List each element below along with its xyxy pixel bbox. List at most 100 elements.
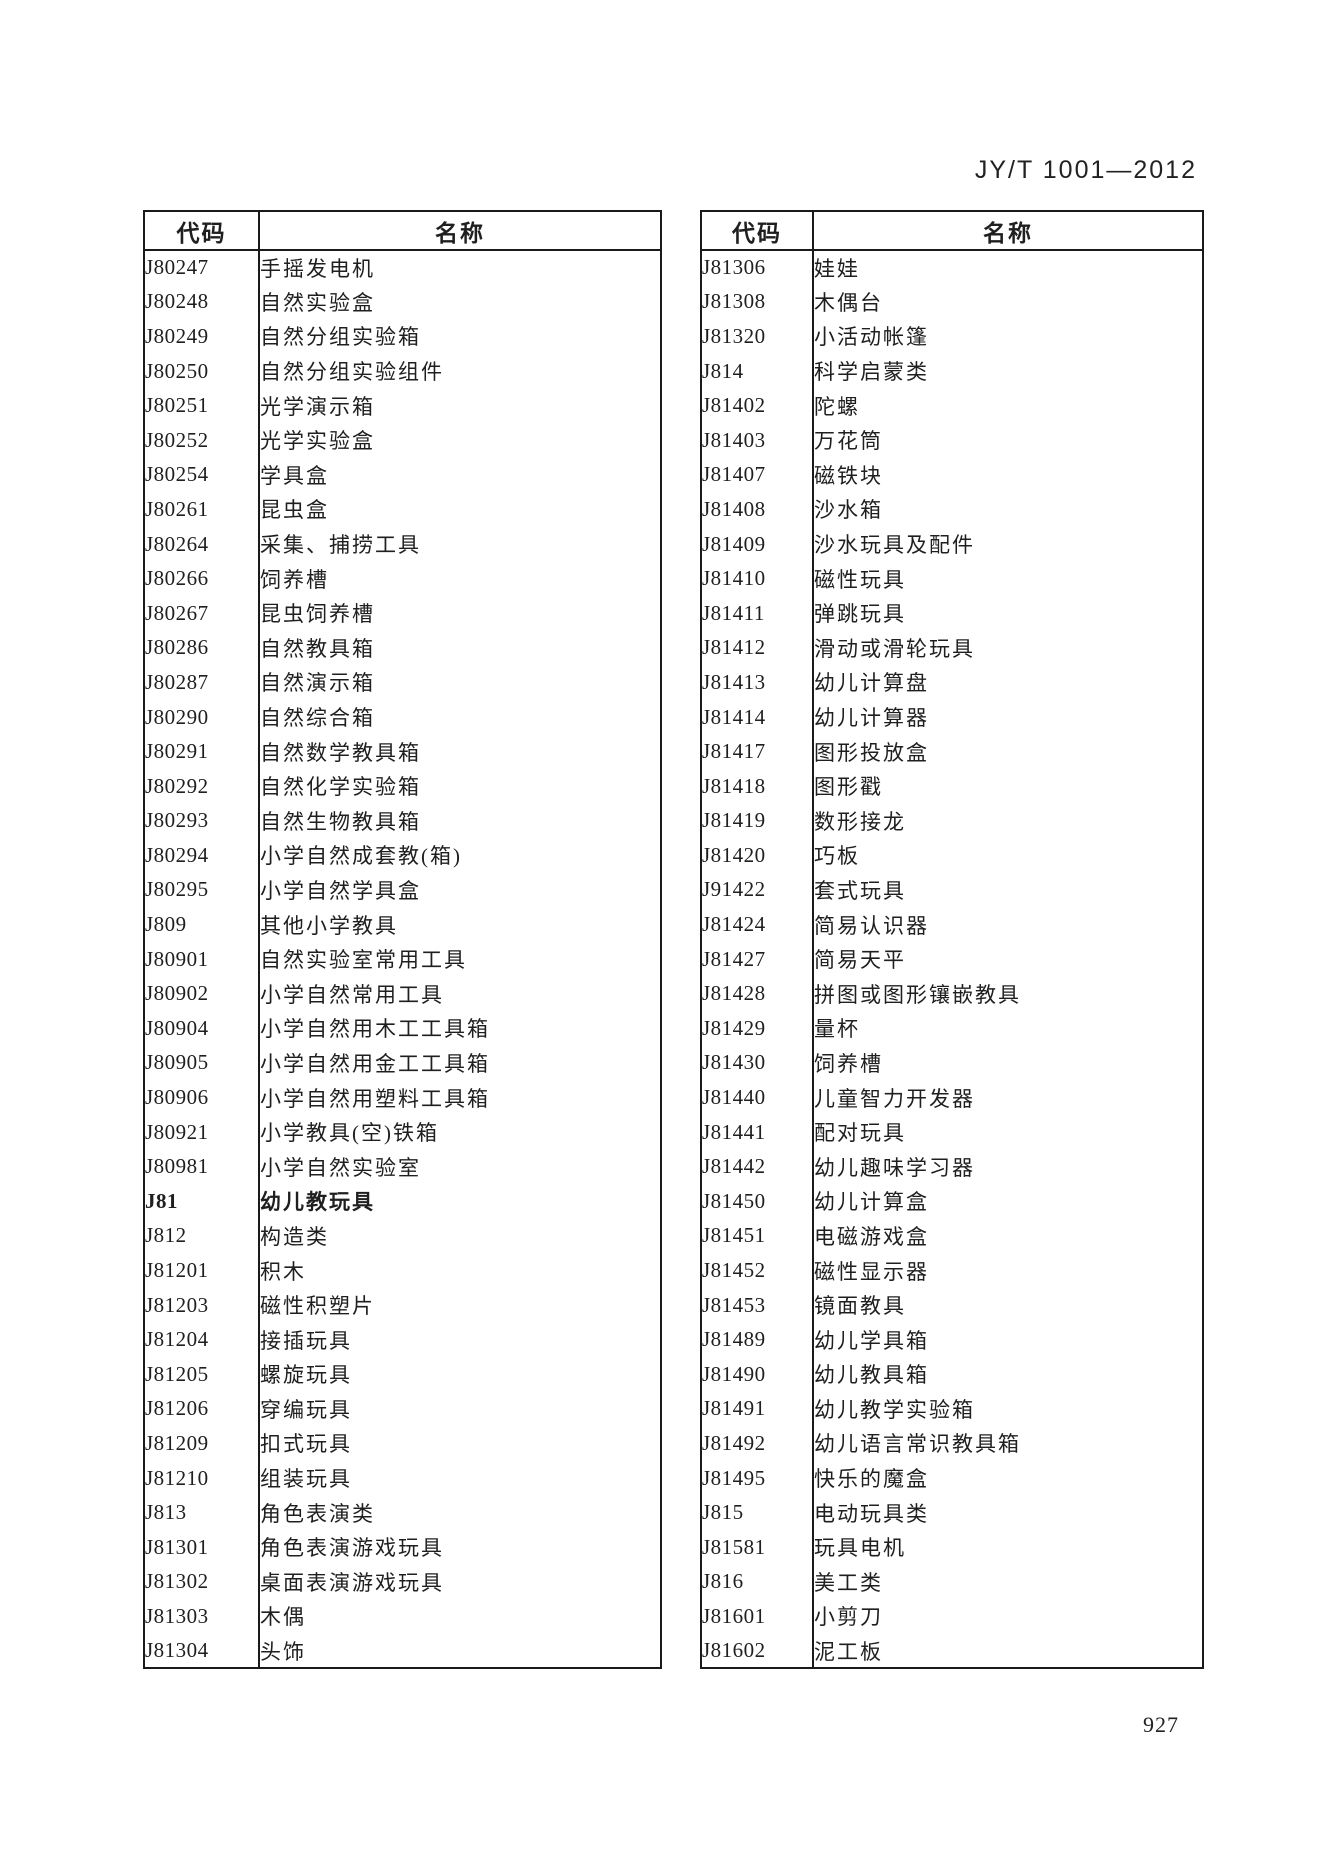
table-row: J816 美工类: [701, 1564, 1203, 1600]
table-row: J81492 幼儿语言常识教具箱: [701, 1426, 1203, 1461]
name-cell: 幼儿语言常识教具箱: [814, 1432, 1021, 1457]
code-cell: J81441: [701, 1114, 814, 1150]
table-row: J81427 简易天平: [701, 941, 1203, 977]
page-number: 927: [1143, 1712, 1179, 1737]
code-cell: J81489: [701, 1322, 814, 1357]
table-row: J81581 玩具电机: [701, 1529, 1203, 1565]
table-row: J81490 幼儿教具箱: [701, 1357, 1203, 1392]
table-row: J80906 小学自然用塑料工具箱: [144, 1080, 661, 1115]
code-cell: J80901: [144, 941, 260, 977]
code-cell: J81495: [701, 1460, 814, 1496]
name-cell: 拼图或图形镶嵌教具: [814, 982, 1021, 1007]
code-cell: J814: [701, 353, 814, 389]
table-row: J80252 光学实验盒: [144, 422, 661, 458]
table-row: J80921 小学教具(空)铁箱: [144, 1114, 661, 1150]
table-row: J81402 陀螺: [701, 388, 1203, 423]
code-cell: J81409: [701, 526, 814, 562]
code-cell: J81451: [701, 1218, 814, 1254]
table-row: J81453 镜面教具: [701, 1287, 1203, 1323]
table-row: J81209 扣式玩具: [144, 1426, 661, 1461]
name-cell: 幼儿教具箱: [814, 1363, 929, 1388]
table-row: J81320 小活动帐篷: [701, 319, 1203, 354]
code-cell: J80906: [144, 1080, 260, 1115]
table-row: J80901 自然实验室常用工具: [144, 941, 661, 977]
code-cell: J81304: [144, 1633, 260, 1669]
right-table-body: J81306 娃娃 J81308 木偶台 J81320 小活动帐篷 J814 科…: [701, 250, 1203, 1669]
code-cell: J81410: [701, 561, 814, 596]
name-cell: 万花筒: [814, 429, 883, 454]
table-row: J80249 自然分组实验箱: [144, 319, 661, 354]
table-row: J80264 采集、捕捞工具: [144, 526, 661, 562]
table-row: J81409 沙水玩具及配件: [701, 526, 1203, 562]
code-cell: J80904: [144, 1011, 260, 1046]
code-cell: J81420: [701, 838, 814, 873]
code-cell: J80264: [144, 526, 260, 562]
table-row: J80248 自然实验盒: [144, 284, 661, 320]
code-cell: J81303: [144, 1599, 260, 1634]
table-row: J81602 泥工板: [701, 1633, 1203, 1669]
name-cell: 幼儿教学实验箱: [814, 1397, 975, 1422]
code-cell: J80293: [144, 803, 260, 839]
right-code-table: 代码 名称 J81306 娃娃 J81308 木偶台 J81320 小活动帐篷 …: [700, 210, 1204, 1670]
table-row: J81418 图形戳: [701, 768, 1203, 804]
name-cell: 滑动或滑轮玩具: [814, 636, 975, 661]
code-cell: J81408: [701, 492, 814, 527]
code-cell: J81440: [701, 1080, 814, 1115]
name-cell: 数形接龙: [814, 809, 906, 834]
table-row: J81420 巧板: [701, 838, 1203, 873]
name-cell: 光学演示箱: [260, 394, 375, 419]
table-row: J80290 自然综合箱: [144, 699, 661, 735]
table-row: J80251 光学演示箱: [144, 388, 661, 423]
name-cell: 幼儿计算器: [814, 706, 929, 731]
table-row: J81203 磁性积塑片: [144, 1287, 661, 1323]
table-row: J81419 数形接龙: [701, 803, 1203, 839]
table-row: J81417 图形投放盒: [701, 734, 1203, 769]
name-cell: 采集、捕捞工具: [260, 533, 421, 558]
code-cell: J81581: [701, 1529, 814, 1565]
table-row: J81424 简易认识器: [701, 907, 1203, 942]
code-cell: J80291: [144, 734, 260, 769]
code-cell: J80267: [144, 595, 260, 631]
name-cell: 幼儿教玩具: [260, 1190, 375, 1215]
code-cell: J80290: [144, 699, 260, 735]
name-cell: 美工类: [814, 1570, 883, 1595]
name-cell: 接插玩具: [260, 1328, 352, 1353]
name-cell: 饲养槽: [814, 1051, 883, 1076]
code-cell: J91422: [701, 872, 814, 908]
name-cell: 木偶: [260, 1605, 306, 1630]
name-cell: 学具盒: [260, 463, 329, 488]
code-cell: J81205: [144, 1357, 260, 1392]
code-cell: J80252: [144, 422, 260, 458]
table-row: J81306 娃娃: [701, 250, 1203, 285]
name-cell: 幼儿学具箱: [814, 1328, 929, 1353]
table-row: J81450 幼儿计算盒: [701, 1184, 1203, 1219]
right-table-header: 代码 名称: [701, 211, 1203, 251]
name-cell: 组装玩具: [260, 1467, 352, 1492]
code-cell: J81601: [701, 1599, 814, 1634]
name-cell: 幼儿计算盒: [814, 1190, 929, 1215]
code-cell: J815: [701, 1495, 814, 1530]
table-row: J81428 拼图或图形镶嵌教具: [701, 976, 1203, 1012]
code-cell: J81491: [701, 1391, 814, 1427]
table-row: J81204 接插玩具: [144, 1322, 661, 1357]
code-cell: J81492: [701, 1426, 814, 1461]
table-row: J81430 饲养槽: [701, 1045, 1203, 1081]
name-cell: 娃娃: [814, 256, 860, 281]
code-cell: J81203: [144, 1287, 260, 1323]
name-column-header: 名称: [259, 211, 661, 251]
table-row: J81412 滑动或滑轮玩具: [701, 630, 1203, 666]
name-cell: 磁铁块: [814, 463, 883, 488]
table-row: J81407 磁铁块: [701, 457, 1203, 493]
name-cell: 弹跳玩具: [814, 602, 906, 627]
code-cell: J809: [144, 907, 260, 942]
table-row: J81303 木偶: [144, 1599, 661, 1634]
code-cell: J80248: [144, 284, 260, 320]
code-cell: J81308: [701, 284, 814, 320]
table-row: J80247 手摇发电机: [144, 250, 661, 285]
code-cell: J80250: [144, 353, 260, 389]
name-cell: 镜面教具: [814, 1294, 906, 1319]
name-cell: 自然实验盒: [260, 290, 375, 315]
table-row: J81403 万花筒: [701, 422, 1203, 458]
table-row: J81411 弹跳玩具: [701, 595, 1203, 631]
